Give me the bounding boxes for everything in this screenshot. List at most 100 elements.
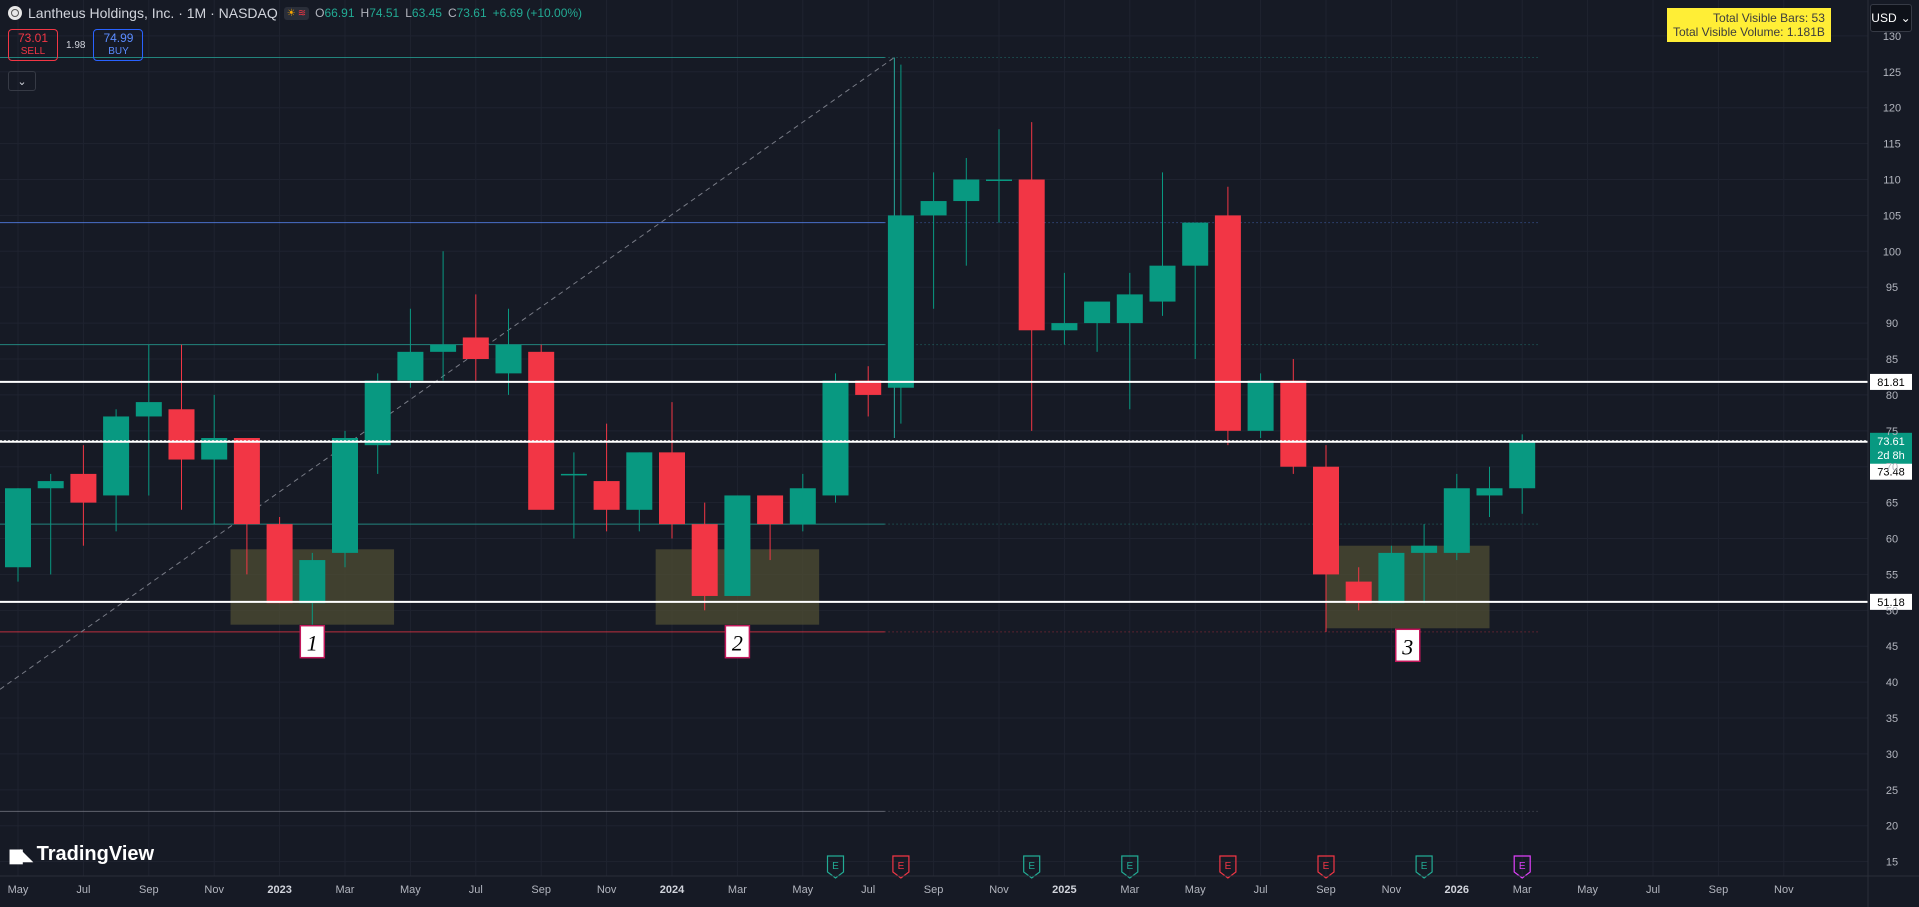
x-tick-label: May <box>1185 884 1206 896</box>
chevron-down-icon: ⌄ <box>17 75 27 88</box>
x-tick-label: Jul <box>469 884 483 896</box>
candle-body <box>1345 581 1372 604</box>
y-tick-label: 125 <box>1883 67 1901 79</box>
candle-body <box>855 380 882 395</box>
y-tick-label: 55 <box>1886 569 1898 581</box>
x-tick-label: May <box>400 884 421 896</box>
y-tick-label: 30 <box>1886 749 1898 761</box>
symbol-title[interactable]: Lantheus Holdings, Inc. · 1M · NASDAQ <box>28 5 278 21</box>
candle-body <box>887 215 914 388</box>
y-tick-label: 120 <box>1883 103 1901 115</box>
candle-body <box>1509 440 1536 489</box>
earnings-marker-icon <box>826 855 845 879</box>
x-tick-label: Sep <box>924 884 944 896</box>
candle-body <box>1247 380 1274 431</box>
y-tick-label: 80 <box>1886 390 1898 402</box>
sell-price: 73.01 <box>17 31 49 45</box>
earnings-marker-icon <box>1415 855 1433 879</box>
y-tick-label: 90 <box>1886 318 1898 330</box>
x-tick-label: 2026 <box>1445 884 1469 896</box>
y-tick-label: 50 <box>1886 605 1898 617</box>
y-tick-label: 100 <box>1883 246 1901 258</box>
candle-body <box>1313 466 1339 575</box>
x-tick-label: Nov <box>204 884 224 896</box>
candle-body <box>1411 545 1438 553</box>
x-tick-label: Sep <box>1316 884 1336 896</box>
candle-body <box>1018 179 1045 331</box>
x-tick-label: Jul <box>1646 884 1660 896</box>
y-tick-label: 25 <box>1886 785 1898 797</box>
candle-body <box>659 452 685 525</box>
currency-selector[interactable]: USD ⌄ <box>1870 4 1912 32</box>
candle-body <box>495 344 522 374</box>
y-tick-label: 75 <box>1886 426 1898 438</box>
candle-body <box>266 524 293 604</box>
market-status-icons[interactable]: ☀ ≋ <box>283 6 310 20</box>
buy-price: 74.99 <box>103 31 134 45</box>
earnings-marker-label: E <box>1323 861 1330 872</box>
candle-body <box>332 438 358 553</box>
candle-body <box>430 344 457 352</box>
candle-body <box>397 351 424 381</box>
candle-body <box>168 409 195 460</box>
bar-countdown-label: 2d 8h <box>1877 450 1905 462</box>
candle-body <box>691 524 718 596</box>
buy-button[interactable]: 74.99 BUY <box>93 29 144 61</box>
ohlc-low: L63.45 <box>405 6 442 20</box>
y-tick-label: 45 <box>1886 641 1898 653</box>
x-tick-label: 2025 <box>1052 884 1076 896</box>
y-tick-label: 105 <box>1883 210 1901 222</box>
candle-body <box>37 481 64 489</box>
visible-bars-text: Total Visible Bars: 53 <box>1713 11 1825 25</box>
candle-body <box>626 452 653 510</box>
earnings-marker-label: E <box>832 861 839 872</box>
x-tick-label: Nov <box>989 884 1009 896</box>
candle-body <box>920 201 947 216</box>
x-tick-label: 2023 <box>267 884 291 896</box>
symbol-logo-icon <box>8 6 22 20</box>
y-tick-label: 70 <box>1886 462 1898 474</box>
candle-body <box>1084 301 1111 324</box>
candle-body <box>1149 265 1176 302</box>
sell-button[interactable]: 73.01 SELL <box>8 29 58 61</box>
sell-label: SELL <box>20 46 46 57</box>
y-tick-label: 35 <box>1886 713 1898 725</box>
earnings-marker-label: E <box>1519 861 1526 872</box>
x-tick-label: Nov <box>1382 884 1402 896</box>
earnings-marker-icon <box>892 855 910 879</box>
y-tick-label: 15 <box>1886 857 1898 869</box>
candle-body <box>1116 294 1143 324</box>
earnings-marker-icon <box>1219 855 1237 879</box>
x-tick-label: Nov <box>1774 884 1794 896</box>
candle-body <box>299 560 326 604</box>
candle-body <box>364 380 391 446</box>
y-tick-label: 85 <box>1886 354 1898 366</box>
y-tick-label: 20 <box>1886 821 1898 833</box>
x-tick-label: Sep <box>139 884 159 896</box>
price-line-tag <box>1870 463 1912 480</box>
candle-body <box>1214 215 1241 431</box>
zone-label: 2 <box>732 631 743 656</box>
current-price-tag <box>1870 432 1912 465</box>
candle-body <box>70 473 97 503</box>
x-tick-label: Mar <box>1513 884 1532 896</box>
price-line-label: 81.81 <box>1877 377 1905 389</box>
x-tick-label: Jul <box>861 884 875 896</box>
y-tick-label: 65 <box>1886 498 1898 510</box>
zone-label-box <box>724 624 751 659</box>
tradingview-logo[interactable]: ▆◣ TradingView <box>10 843 154 866</box>
candle-body <box>103 416 130 496</box>
sun-icon: ☀ <box>286 7 296 19</box>
collapse-legend-button[interactable]: ⌄ <box>8 71 36 91</box>
candle-body <box>462 337 489 360</box>
earnings-marker-icon <box>1317 855 1335 879</box>
x-tick-label: Sep <box>531 884 551 896</box>
x-tick-label: May <box>1577 884 1598 896</box>
y-tick-label: 95 <box>1886 282 1898 294</box>
y-tick-label: 115 <box>1883 139 1901 151</box>
x-tick-label: Sep <box>1709 884 1729 896</box>
spread-value: 1.98 <box>66 39 86 51</box>
earnings-marker-label: E <box>1421 861 1428 872</box>
candle-body <box>135 402 162 417</box>
